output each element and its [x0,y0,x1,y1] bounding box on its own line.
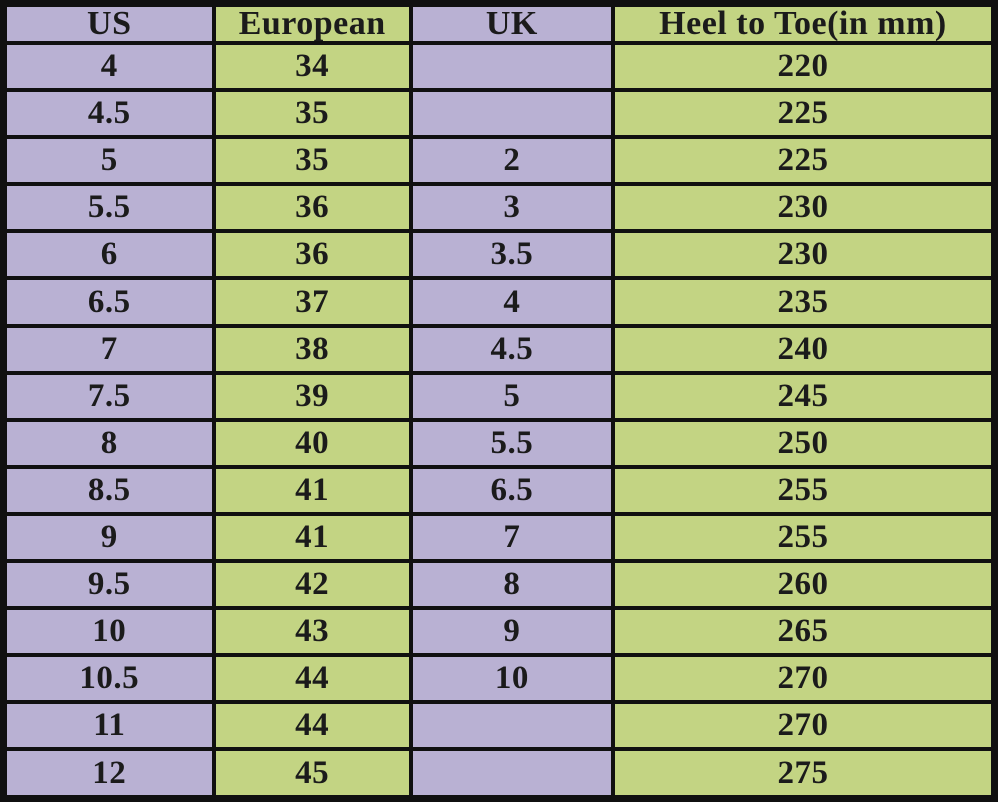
table-cell: 38 [211,323,413,375]
table-cell: 265 [610,606,997,658]
table-cell: 10.5 [1,653,216,705]
table-cell: 230 [610,229,997,281]
table-cell: 43 [211,606,413,658]
table-cell: 5 [1,135,216,187]
table-cell: 3.5 [408,229,615,281]
header-us: US [1,1,216,45]
header-european: European [211,1,413,45]
table-cell: 2 [408,135,615,187]
table-cell: 37 [211,276,413,328]
table-cell: 35 [211,135,413,187]
table-row: 5.5 36 3 230 [1,182,997,234]
table-cell: 11 [1,700,216,752]
table-cell: 6.5 [1,276,216,328]
table-cell: 10 [408,653,615,705]
table-row: 6.5 37 4 235 [1,276,997,328]
table-header: US European UK Heel to Toe(in mm) [1,1,997,45]
table-cell: 9 [408,606,615,658]
table-row: 10 43 9 265 [1,606,997,658]
table-cell: 275 [610,747,997,801]
table-cell: 6.5 [408,464,615,516]
table-cell: 270 [610,700,997,752]
table-body: 4 34 220 4.5 35 225 5 35 2 225 5.5 36 3 230 6 36 3.5 230 6… [1,40,997,801]
table-cell: 39 [211,370,413,422]
table-cell: 255 [610,511,997,564]
table-cell: 5.5 [1,182,216,234]
table-row: 4.5 35 225 [1,88,997,140]
table-cell [408,40,615,93]
table-row: 9.5 42 8 260 [1,559,997,611]
table-cell: 230 [610,182,997,234]
table-cell: 8.5 [1,464,216,516]
table-cell: 10 [1,606,216,658]
table-cell: 5.5 [408,417,615,469]
table-cell: 245 [610,370,997,422]
table-cell: 7 [408,511,615,564]
table-cell: 5 [408,370,615,422]
table-cell: 4 [1,40,216,93]
table-cell: 12 [1,747,216,801]
table-cell: 45 [211,747,413,801]
table-cell [408,88,615,140]
table-cell: 250 [610,417,997,469]
table-cell: 4 [408,276,615,328]
table-cell: 44 [211,653,413,705]
header-row: US European UK Heel to Toe(in mm) [1,1,997,45]
table-cell [408,700,615,752]
table-row: 7.5 39 5 245 [1,370,997,422]
table-cell: 240 [610,323,997,375]
table-cell: 9.5 [1,559,216,611]
table-row: 12 45 275 [1,747,997,801]
table-row: 8 40 5.5 250 [1,417,997,469]
table-cell: 270 [610,653,997,705]
table-cell: 235 [610,276,997,328]
table-cell: 4.5 [1,88,216,140]
table-cell: 34 [211,40,413,93]
table-row: 5 35 2 225 [1,135,997,187]
table-row: 7 38 4.5 240 [1,323,997,375]
table-cell: 42 [211,559,413,611]
table-cell: 9 [1,511,216,564]
table-cell: 225 [610,135,997,187]
table-cell: 36 [211,182,413,234]
table-cell: 6 [1,229,216,281]
header-heel-to-toe: Heel to Toe(in mm) [610,1,997,45]
table-cell: 7 [1,323,216,375]
table-cell: 41 [211,511,413,564]
header-uk: UK [408,1,615,45]
table-row: 9 41 7 255 [1,511,997,564]
table-cell: 3 [408,182,615,234]
table-row: 6 36 3.5 230 [1,229,997,281]
table-cell: 40 [211,417,413,469]
table-cell [408,747,615,801]
table-row: 8.5 41 6.5 255 [1,464,997,516]
table-cell: 4.5 [408,323,615,375]
table-cell: 225 [610,88,997,140]
table-cell: 7.5 [1,370,216,422]
table-cell: 255 [610,464,997,516]
table-cell: 35 [211,88,413,140]
table-cell: 44 [211,700,413,752]
table-cell: 41 [211,464,413,516]
table-cell: 8 [1,417,216,469]
table-row: 4 34 220 [1,40,997,93]
table-cell: 36 [211,229,413,281]
table-cell: 8 [408,559,615,611]
table-cell: 260 [610,559,997,611]
table-cell: 220 [610,40,997,93]
table-row: 10.5 44 10 270 [1,653,997,705]
table-row: 11 44 270 [1,700,997,752]
